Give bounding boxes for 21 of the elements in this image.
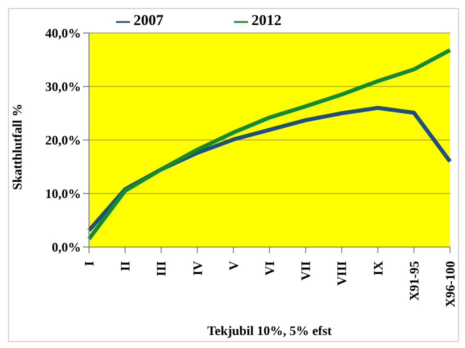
x-tick-label: VI [262,261,277,276]
legend-label: 2007 [134,13,164,29]
x-axis-title: Tekjubil 10%, 5% efst [207,323,332,338]
y-tick-label: 40,0% [45,26,81,41]
x-tick-label: II [118,261,133,272]
line-series [87,48,452,241]
x-tick-label: VIII [334,261,350,286]
x-tick-label: III [154,261,169,276]
x-tick-label: IV [190,260,205,276]
x-tick-label: X96-100 [442,261,458,308]
y-tick-label: 30,0% [45,79,81,94]
x-tick-label: V [226,260,241,270]
x-tick-label: IX [370,260,386,276]
y-tick-label: 20,0% [45,132,81,148]
x-tick-label: X91-95 [406,260,422,301]
x-tick-label: I [82,261,96,266]
y-tick-label: 0,0% [52,240,81,255]
y-tick-label: 10,0% [45,186,81,202]
x-tick-label: VII [298,261,314,281]
y-axis-title: Skatthlutfall % [10,104,25,190]
legend-label: 2012 [252,13,282,29]
